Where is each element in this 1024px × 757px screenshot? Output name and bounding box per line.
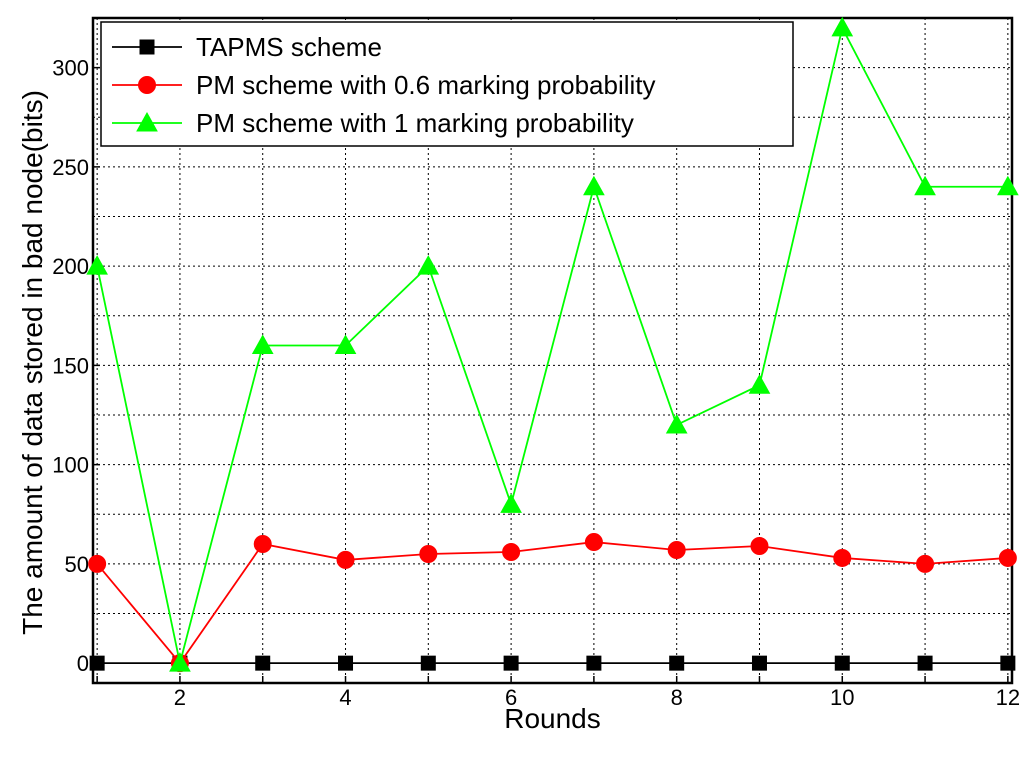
data-point <box>419 544 438 563</box>
data-point <box>86 255 108 275</box>
data-point <box>1000 655 1016 671</box>
data-point <box>751 655 767 671</box>
legend-marker <box>136 111 158 132</box>
axis-ticks: 2 4 6 8 10 12 0 50 100 150 200 250 300 <box>52 56 1020 710</box>
x-tick-label: 12 <box>996 685 1020 710</box>
data-point <box>665 413 688 434</box>
data-point <box>500 493 522 513</box>
data-point <box>253 535 272 554</box>
data-point <box>586 655 602 671</box>
series-line <box>96 25 1008 664</box>
x-axis-title: Rounds <box>504 703 601 734</box>
legend: TAPMS scheme PM scheme with 0.6 marking p… <box>100 21 794 147</box>
data-point <box>502 542 521 561</box>
y-tick-label: 0 <box>77 651 89 676</box>
data-point <box>748 374 771 394</box>
y-tick-label: 300 <box>52 56 89 81</box>
y-tick-label: 100 <box>52 453 89 478</box>
legend-marker <box>138 76 156 94</box>
data-point <box>583 175 605 196</box>
data-point <box>997 175 1019 196</box>
data-point <box>831 16 854 37</box>
series-1 <box>89 655 1016 671</box>
x-tick-label: 6 <box>505 685 517 710</box>
data-point <box>667 541 686 559</box>
legend-marker <box>139 39 155 55</box>
legend-label: PM scheme with 1 marking probability <box>196 108 634 138</box>
legend-label: PM scheme with 0.6 marking probability <box>196 70 656 100</box>
data-point <box>914 175 936 196</box>
data-point <box>833 548 852 567</box>
data-point <box>88 554 107 573</box>
data-point <box>669 655 685 671</box>
data-point <box>420 655 436 671</box>
data-point <box>251 334 274 355</box>
series-group <box>86 16 1019 673</box>
y-tick-label: 150 <box>52 353 89 378</box>
data-point <box>834 655 850 671</box>
data-point <box>417 255 440 275</box>
data-point <box>89 655 105 671</box>
y-tick-label: 200 <box>52 254 89 279</box>
series-line <box>96 541 1008 665</box>
data-point <box>917 655 933 671</box>
x-tick-label: 10 <box>830 685 854 710</box>
x-tick-label: 8 <box>671 685 683 710</box>
data-point <box>255 655 271 671</box>
series-3 <box>86 16 1019 672</box>
y-tick-label: 250 <box>52 155 89 180</box>
data-point <box>584 533 603 552</box>
plot-frame <box>91 16 1014 685</box>
data-point <box>169 652 191 672</box>
data-point <box>916 554 935 573</box>
y-tick-label: 50 <box>65 552 89 577</box>
data-point <box>998 548 1017 567</box>
data-point <box>503 655 519 671</box>
legend-box <box>100 21 794 147</box>
data-point <box>750 537 769 556</box>
data-point <box>334 334 357 355</box>
y-axis-title: The amount of data stored in bad node(bi… <box>17 90 48 635</box>
x-tick-label: 2 <box>174 685 186 710</box>
legend-label: TAPMS scheme <box>196 32 382 62</box>
data-point <box>338 655 354 671</box>
x-tick-label: 4 <box>339 685 351 710</box>
series-2 <box>88 533 1017 673</box>
data-point <box>336 550 355 569</box>
